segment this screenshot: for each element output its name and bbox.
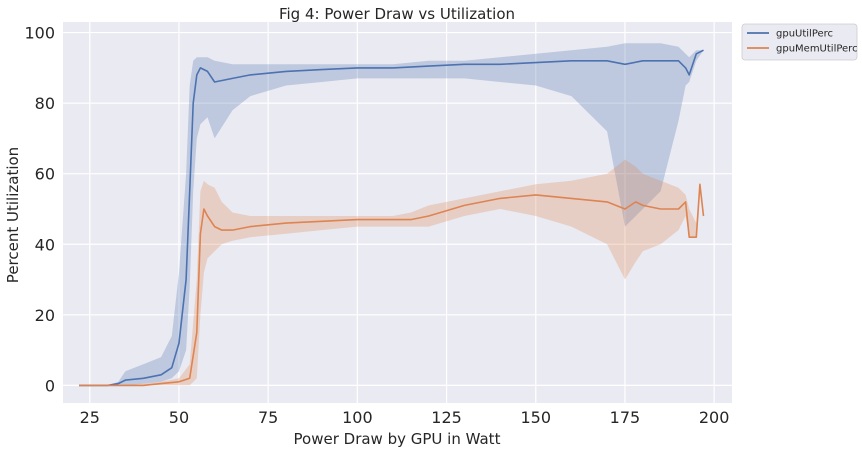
y-tick-label: 60 [35,165,55,184]
series-band-gpuMemUtilPerc [79,159,704,386]
x-tick-label: 75 [258,408,278,427]
x-tick-label: 25 [80,408,100,427]
y-tick-label: 40 [35,235,55,254]
x-tick-labels: 25 50 75 100 125 150 175 200 [80,408,730,427]
legend-label: gpuUtilPerc [776,29,833,40]
legend: gpuUtilPerc gpuMemUtilPerc [741,23,858,61]
grid [63,22,732,403]
confidence-bands [79,43,704,386]
y-tick-label: 100 [24,24,55,43]
y-axis-label: Percent Utilization [4,147,22,283]
y-tick-label: 0 [45,376,55,395]
x-tick-label: 200 [699,408,730,427]
series-band-gpuUtilPerc [79,43,704,386]
chart-title: Fig 4: Power Draw vs Utilization [279,5,515,23]
series-lines [79,49,705,387]
legend-frame [741,23,858,61]
x-tick-label: 125 [431,408,462,427]
x-tick-label: 50 [169,408,189,427]
y-tick-label: 20 [35,306,55,325]
x-tick-label: 175 [610,408,641,427]
plot-background [63,22,732,403]
legend-label: gpuMemUtilPerc [776,44,858,55]
series-line-gpuUtilPerc [79,49,704,387]
y-tick-label: 80 [35,94,55,113]
x-tick-label: 150 [520,408,551,427]
series-line-gpuMemUtilPerc [79,183,705,387]
x-axis-label: Power Draw by GPU in Watt [294,430,501,448]
y-tick-labels: 0 20 40 60 80 100 [24,24,55,396]
x-tick-label: 100 [342,408,373,427]
